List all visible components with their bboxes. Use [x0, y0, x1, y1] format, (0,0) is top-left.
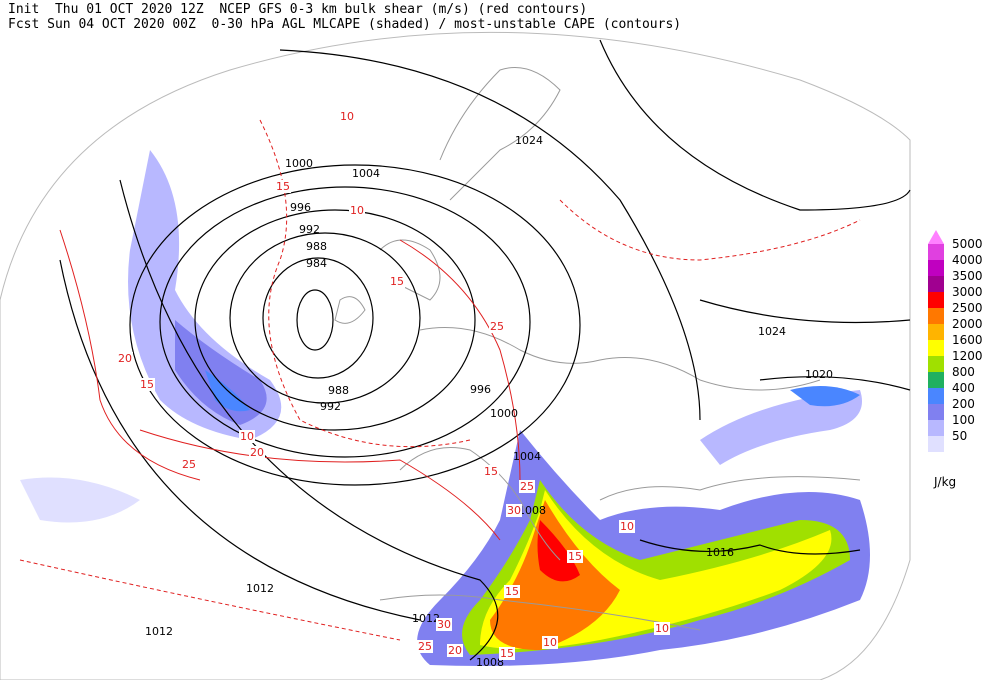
shear-label: 20 — [250, 446, 264, 459]
legend-swatch — [928, 260, 944, 276]
label-box — [417, 640, 433, 653]
isobar-label: 1000 — [490, 407, 518, 420]
legend-overflow — [928, 230, 944, 244]
label-box — [499, 647, 515, 660]
legend-swatch — [928, 356, 944, 372]
legend-swatch — [928, 436, 944, 452]
legend-label: 2500 — [952, 301, 983, 315]
shear-labels: 10 15 10 15 20 25 15 10 20 25 15 25 30 1… — [117, 110, 670, 660]
legend-label: 3500 — [952, 269, 983, 283]
isobar-label: 996 — [470, 383, 491, 396]
label-box — [654, 622, 670, 635]
legend-label: 400 — [952, 381, 975, 395]
shear-label: 25 — [418, 640, 432, 653]
legend-label: 800 — [952, 365, 975, 379]
legend-label: 50 — [952, 429, 967, 443]
label-box — [139, 378, 155, 391]
label-box — [181, 458, 197, 471]
shear-label: 10 — [340, 110, 354, 123]
shear-label: 10 — [350, 204, 364, 217]
shear-label: 10 — [655, 622, 669, 635]
isobar-label: 1012 — [145, 625, 173, 638]
isobar-label: 988 — [328, 384, 349, 397]
legend-swatch — [928, 308, 944, 324]
label-box — [389, 275, 405, 288]
legend-label: 4000 — [952, 253, 983, 267]
shear-label: 25 — [490, 320, 504, 333]
label-box — [483, 465, 499, 478]
legend-label: 1200 — [952, 349, 983, 363]
isobar-label: 1004 — [513, 450, 541, 463]
label-box — [542, 636, 558, 649]
isobar-label: 996 — [290, 201, 311, 214]
shear-label: 15 — [568, 550, 582, 563]
label-box — [519, 480, 535, 493]
shear-label: 30 — [437, 618, 451, 631]
label-box — [489, 320, 505, 333]
legend-label: 1600 — [952, 333, 983, 347]
isobar-label: 1024 — [758, 325, 786, 338]
isobar-label: 992 — [320, 400, 341, 413]
header-line: Init Thu 01 OCT 2020 12Z NCEP GFS 0-3 km… — [8, 2, 587, 17]
isobar-label: 1004 — [352, 167, 380, 180]
label-box — [339, 110, 355, 123]
shear-label: 15 — [505, 585, 519, 598]
legend-swatch — [928, 372, 944, 388]
label-box — [239, 430, 255, 443]
shear-label: 15 — [140, 378, 154, 391]
shear-label: 20 — [118, 352, 132, 365]
isobar-label: 988 — [306, 240, 327, 253]
shear-label: 15 — [276, 180, 290, 193]
legend-swatch — [928, 244, 944, 260]
label-box — [117, 352, 133, 365]
isobar-label: 1008 — [518, 504, 546, 517]
legend-swatch — [928, 404, 944, 420]
isobar-label: 984 — [306, 257, 327, 270]
label-box — [275, 180, 291, 193]
label-box — [504, 585, 520, 598]
shear-label: 15 — [500, 647, 514, 660]
legend-unit: J/kg — [933, 475, 956, 489]
shear-label: 30 — [507, 504, 521, 517]
isobar-label: 1000 — [285, 157, 313, 170]
label-box — [436, 618, 452, 631]
isobar-label: 1020 — [805, 368, 833, 381]
legend-label: 5000 — [952, 237, 983, 251]
shear-label: 10 — [620, 520, 634, 533]
shear-label: 10 — [240, 430, 254, 443]
label-box — [249, 446, 265, 459]
isobar-label: 1024 — [515, 134, 543, 147]
legend-swatch — [928, 292, 944, 308]
shear-label: 10 — [543, 636, 557, 649]
shear-label: 15 — [484, 465, 498, 478]
legend-label: 2000 — [952, 317, 983, 331]
label-box — [349, 204, 365, 217]
legend: 5000 4000 3500 3000 2500 2000 1600 1200 800 400 20… — [928, 230, 983, 489]
label-box — [447, 644, 463, 657]
map-background — [0, 31, 911, 680]
shear-label: 25 — [182, 458, 196, 471]
legend-label: 3000 — [952, 285, 983, 299]
legend-swatch — [928, 388, 944, 404]
legend-label: 100 — [952, 413, 975, 427]
isobar-label: 1016 — [706, 546, 734, 559]
isobar-label: 1012 — [246, 582, 274, 595]
legend-swatch — [928, 340, 944, 356]
label-box — [567, 550, 583, 563]
isobar-labels: 1024 1004 1000 996 992 988 984 1024 1020… — [145, 134, 833, 669]
legend-swatch — [928, 276, 944, 292]
isobar-label: 1008 — [476, 656, 504, 669]
legend-label: 200 — [952, 397, 975, 411]
shear-label: 20 — [448, 644, 462, 657]
label-box — [506, 504, 522, 517]
legend-swatch — [928, 420, 944, 436]
label-box — [619, 520, 635, 533]
legend-swatch — [928, 324, 944, 340]
header-line: Fcst Sun 04 OCT 2020 00Z 0-30 hPa AGL ML… — [8, 17, 681, 32]
isobar-label: 1012 — [412, 612, 440, 625]
shear-label: 15 — [390, 275, 404, 288]
shear-label: 25 — [520, 480, 534, 493]
isobar-label: 992 — [299, 223, 320, 236]
